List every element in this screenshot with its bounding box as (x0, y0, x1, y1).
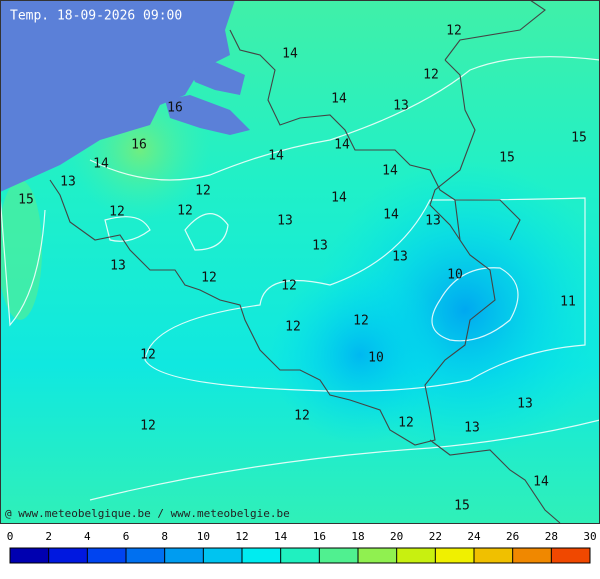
colorbar-tick-label: 16 (313, 530, 326, 543)
colorbar-tick-label: 20 (390, 530, 403, 543)
temp-label: 13 (110, 259, 126, 274)
colorbar-tick-label: 8 (161, 530, 168, 543)
temp-label: 12 (177, 204, 193, 219)
temp-label: 16 (131, 138, 147, 153)
border (444, 0, 546, 61)
temp-label: 12 (109, 205, 125, 220)
temp-label: 15 (571, 131, 587, 146)
colorbar-segment (126, 548, 165, 563)
temp-label: 16 (167, 101, 183, 116)
temp-label: 12 (281, 279, 297, 294)
temp-label: 14 (268, 149, 284, 164)
temp-label: 13 (312, 239, 328, 254)
colorbar-segment (48, 548, 88, 563)
colorbar-segment (512, 548, 552, 563)
isotherm (0, 194, 46, 327)
border (429, 439, 561, 524)
sea (0, 0, 235, 192)
border (49, 29, 496, 446)
temp-label: 11 (560, 295, 576, 310)
colorbar-tick-label: 14 (274, 530, 288, 543)
temp-label: 14 (331, 92, 347, 107)
temp-label: 10 (447, 268, 463, 283)
colorbar-segment (474, 548, 513, 563)
temp-label: 12 (201, 271, 217, 286)
colorbar-tick-label: 0 (7, 530, 14, 543)
temp-label: 13 (425, 214, 441, 229)
colorbar-segment (280, 548, 320, 563)
colorbar-tick-label: 18 (351, 530, 364, 543)
colorbar-segment (396, 548, 436, 563)
isotherm (89, 56, 600, 181)
colorbar-segment (203, 548, 242, 563)
colorbar-tick-label: 6 (123, 530, 130, 543)
colorbar-segment (242, 548, 281, 563)
temp-label: 14 (282, 47, 298, 62)
temp-label: 10 (368, 351, 384, 366)
isotherm (184, 213, 229, 251)
temp-label: 13 (464, 421, 480, 436)
temp-label: 12 (446, 24, 462, 39)
colorbar-segment (87, 548, 126, 563)
temp-label: 14 (334, 138, 350, 153)
colorbar-segment (551, 548, 590, 563)
colorbar-tick-label: 2 (45, 530, 52, 543)
temp-label: 12 (285, 320, 301, 335)
isotherm (89, 419, 600, 501)
colorbar-tick-label: 10 (197, 530, 210, 543)
temp-label: 12 (353, 314, 369, 329)
temp-label: 15 (454, 499, 470, 514)
isotherm (104, 216, 151, 242)
credit: @ www.meteobelgique.be / www.meteobelgie… (5, 507, 290, 520)
temp-label: 12 (140, 419, 156, 434)
colorbar-tick-label: 26 (506, 530, 519, 543)
temp-label: 15 (499, 151, 515, 166)
colorbar: 0 2 4 6 8 10 12 14 16 18 20 22 24 26 28 30 (7, 530, 597, 564)
colorbar-segment (164, 548, 204, 563)
colorbar-tick-label: 28 (545, 530, 558, 543)
temp-label: 14 (383, 208, 399, 223)
temp-label: 14 (93, 157, 109, 172)
isotherm (431, 267, 519, 342)
estuary (165, 62, 250, 135)
colorbar-segment (319, 548, 358, 563)
colorbar-tick-label: 24 (467, 530, 481, 543)
temp-label: 14 (331, 191, 347, 206)
colorbar-tick-label: 12 (235, 530, 248, 543)
colorbar-segment (435, 548, 474, 563)
isotherm (144, 197, 586, 392)
temp-label: 14 (382, 164, 398, 179)
colorbar-tick-label: 22 (429, 530, 442, 543)
colorbar-segment (10, 548, 49, 563)
temp-label: 13 (393, 99, 409, 114)
temp-label: 13 (277, 214, 293, 229)
temp-label: 12 (195, 184, 211, 199)
temp-label: 12 (423, 68, 439, 83)
colorbar-tick-label: 4 (84, 530, 91, 543)
temp-label: 13 (392, 250, 408, 265)
temp-label: 12 (140, 348, 156, 363)
temp-label: 12 (398, 416, 414, 431)
temp-label: 15 (18, 193, 34, 208)
temp-label: 14 (533, 475, 549, 490)
map-title: Temp. 18-09-2026 09:00 (10, 9, 182, 24)
temp-label: 13 (517, 397, 533, 412)
border (429, 59, 521, 241)
colorbar-tick-label: 30 (583, 530, 596, 543)
temp-label: 12 (294, 409, 310, 424)
temp-label: 13 (60, 175, 76, 190)
colorbar-segment (358, 548, 397, 563)
